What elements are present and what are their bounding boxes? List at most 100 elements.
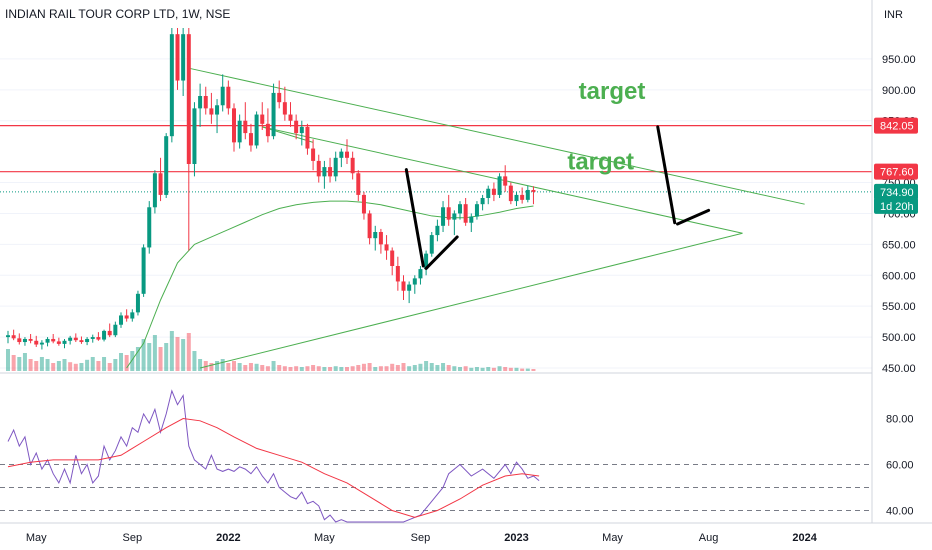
volume-bar — [271, 361, 276, 371]
volume-bar — [305, 366, 310, 371]
candle-body — [28, 338, 33, 341]
candle-body — [192, 108, 197, 164]
volume-bar — [424, 361, 429, 371]
volume-bar — [282, 366, 287, 371]
volume-bar — [531, 369, 536, 371]
candle-body — [209, 108, 214, 115]
volume-bar — [147, 343, 152, 371]
candle-body — [119, 315, 123, 325]
volume-bar — [186, 333, 191, 371]
time-tick-label: 2024 — [792, 532, 817, 544]
currency-label: INR — [884, 9, 903, 21]
candle-body — [446, 207, 451, 220]
candle-body — [198, 96, 203, 109]
volume-bar — [90, 357, 95, 371]
price-tick-label: 950.00 — [882, 54, 916, 66]
candle-body — [141, 247, 146, 294]
price-label-text: 842.05 — [880, 121, 914, 133]
candle-body — [220, 86, 225, 106]
candle-body — [401, 281, 406, 291]
countdown-text: 1d 20h — [880, 201, 914, 213]
volume-bar — [463, 366, 468, 371]
volume-bar — [277, 365, 282, 371]
candle-body — [62, 340, 67, 344]
price-tick-label: 500.00 — [882, 332, 916, 344]
candle-body — [85, 338, 90, 343]
volume-bar — [34, 361, 39, 371]
candle-body — [339, 151, 344, 158]
volume-bar — [254, 363, 259, 371]
candle-body — [152, 173, 157, 208]
price-tick-label: 600.00 — [882, 270, 916, 282]
volume-bar — [220, 359, 225, 371]
volume-bar — [169, 331, 174, 371]
candle-body — [305, 126, 310, 149]
volume-bar — [322, 367, 327, 371]
volume-bar — [361, 363, 366, 371]
candle-body — [68, 337, 73, 341]
volume-bar — [356, 365, 361, 371]
candle-body — [237, 120, 242, 143]
candle-body — [102, 330, 107, 340]
candle-body — [373, 232, 378, 239]
candle-body — [429, 235, 434, 254]
candle-body — [175, 34, 180, 81]
trendline — [199, 232, 743, 369]
candle-body — [441, 207, 446, 226]
candle-body — [130, 312, 135, 319]
volume-bar — [429, 363, 434, 371]
volume-bar — [294, 366, 299, 371]
volume-bar — [135, 347, 140, 371]
candle-body — [378, 232, 383, 245]
rsi-tick-label: 60.00 — [886, 460, 914, 472]
candle-body — [22, 338, 27, 343]
candle-body — [11, 335, 16, 339]
candle-body — [503, 176, 508, 186]
candle-body — [435, 225, 440, 236]
volume-bar — [491, 367, 496, 371]
candle-body — [452, 213, 457, 220]
volume-bar — [345, 367, 349, 371]
volume-bar — [452, 366, 457, 371]
arrow-stroke — [656, 125, 677, 225]
price-tick-label: 900.00 — [882, 85, 916, 97]
candle-body — [407, 284, 412, 291]
candle-body — [514, 194, 519, 202]
candle-body — [531, 189, 536, 192]
volume-bar — [508, 367, 513, 371]
time-axis[interactable]: May Sep 2022 May Sep 2023 May Aug 2024 — [26, 532, 818, 544]
candle-body — [113, 324, 118, 336]
volume-bar — [51, 363, 56, 371]
volume-bar — [68, 362, 73, 371]
candle-body — [525, 189, 530, 200]
candle-body — [418, 269, 423, 279]
volume-bar — [56, 361, 61, 371]
candle-body — [469, 216, 474, 223]
volume-bar — [311, 365, 316, 371]
candle-body — [486, 188, 491, 198]
candle-body — [124, 315, 129, 319]
volume-bar — [203, 361, 208, 371]
candle-body — [361, 194, 366, 214]
volume-bar — [288, 367, 293, 371]
volume-bar — [458, 367, 462, 371]
rsi-pane — [0, 389, 872, 523]
candle-body — [384, 244, 389, 251]
time-tick-label: 2023 — [504, 532, 528, 544]
candle-body — [271, 92, 276, 137]
volume-bar — [339, 367, 344, 371]
candle-body — [96, 337, 101, 340]
volume-bar — [119, 353, 123, 371]
candle-body — [147, 207, 152, 248]
candle-body — [260, 114, 265, 124]
volume-bar — [130, 351, 135, 371]
volume-bar — [96, 361, 101, 371]
candle-body — [328, 167, 333, 177]
candle-body — [311, 148, 316, 161]
price-grid — [0, 58, 872, 369]
volume-bar — [401, 363, 406, 371]
candle-body — [277, 92, 282, 103]
candle-body — [90, 337, 95, 339]
volume-bar — [248, 363, 253, 371]
candle-body — [169, 34, 174, 137]
